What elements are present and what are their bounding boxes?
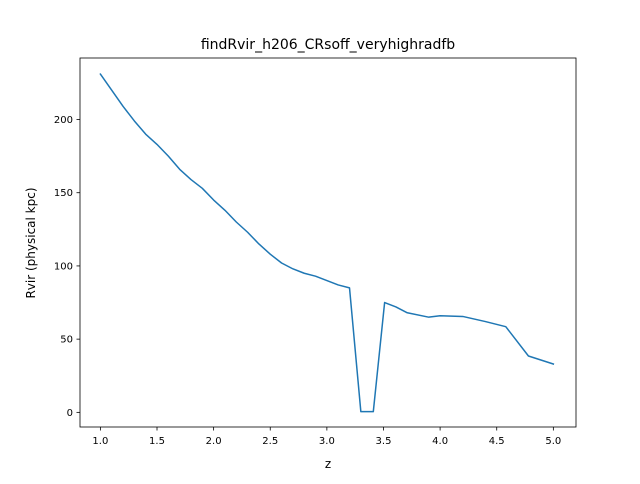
y-tick-label: 100 (54, 261, 73, 272)
plot-frame (79, 57, 577, 428)
x-tick-label: 1.5 (149, 436, 165, 447)
y-axis-label: Rvir (physical kpc) (24, 187, 38, 298)
x-tick-label: 3.0 (319, 436, 335, 447)
x-tick-label: 3.5 (376, 436, 392, 447)
y-axis: 0 50 100 150 200 (54, 115, 80, 419)
series-line-0 (99, 73, 555, 413)
y-tick-label: 200 (54, 115, 73, 126)
y-tick-label: 0 (67, 408, 73, 419)
x-axis: 1.0 1.5 2.0 2.5 3.0 3.5 4.0 4.5 5.0 (92, 427, 561, 447)
x-tick-label: 4.5 (489, 436, 505, 447)
chart-title: findRvir_h206_CRsoff_veryhighradfb (201, 37, 455, 53)
x-tick-label: 2.0 (206, 436, 222, 447)
x-tick-label: 1.0 (92, 436, 108, 447)
x-tick-label: 5.0 (545, 436, 561, 447)
plot-area (79, 57, 577, 428)
x-tick-label: 2.5 (262, 436, 278, 447)
y-tick-label: 150 (54, 188, 73, 199)
y-tick-label: 50 (60, 335, 73, 346)
x-tick-label: 4.0 (432, 436, 448, 447)
x-axis-label: z (325, 457, 331, 471)
